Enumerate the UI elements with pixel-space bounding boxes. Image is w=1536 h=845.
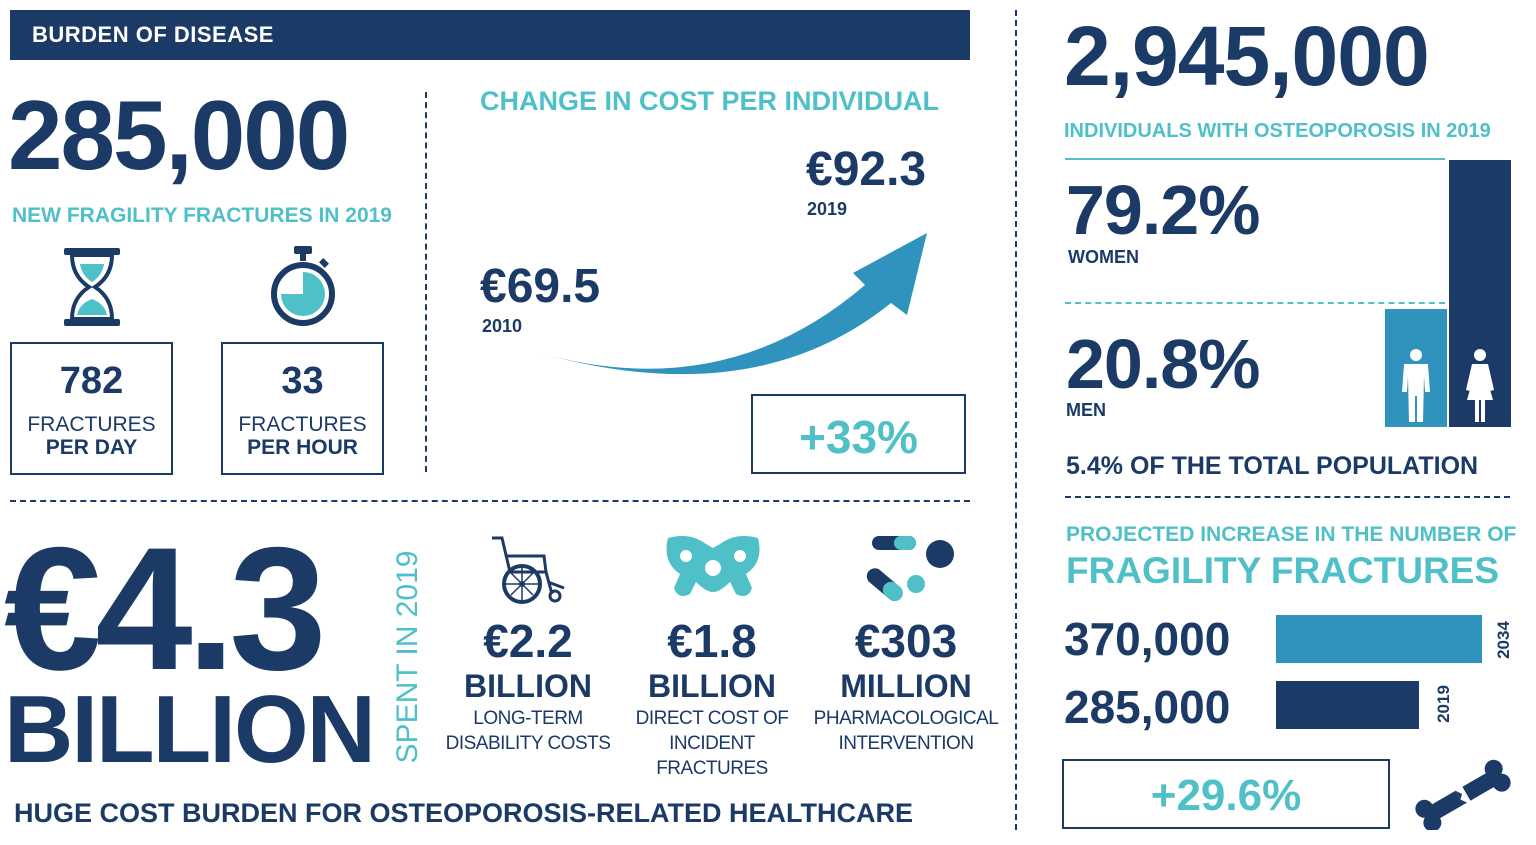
fractures-value: 285,000 <box>8 80 350 190</box>
spending-value: €4.3 <box>4 512 327 707</box>
spending-item-3: €303 MILLION PHARMACOLOGICAL INTERVENTIO… <box>808 616 1004 756</box>
spending-item-2-desc1: DIRECT COST OF <box>635 708 789 729</box>
cost-change-box: +33% <box>751 394 966 474</box>
spending-item-3-unit: MILLION <box>840 668 972 704</box>
men-pct: 20.8% <box>1066 325 1260 403</box>
men-label: MEN <box>1066 400 1106 420</box>
spending-item-3-desc2: INTERVENTION <box>838 733 974 754</box>
projection-year-2034: 2034 <box>1494 621 1513 659</box>
per-day-line1: FRACTURES <box>27 413 156 436</box>
population-pct: 5.4% <box>1066 452 1123 480</box>
divider-horizontal-1 <box>10 500 970 502</box>
projection-change-box: +29.6% <box>1062 759 1390 829</box>
spending-item-2-unit: BILLION <box>648 668 776 704</box>
start-year: 2010 <box>482 316 523 336</box>
divider-horizontal-3 <box>1065 496 1510 498</box>
population-line: 5.4% OF THE TOTAL POPULATION <box>1066 452 1478 481</box>
spending-item-2: €1.8 BILLION DIRECT COST OF INCIDENT FRA… <box>622 616 802 781</box>
projection-title-1: PROJECTED INCREASE IN THE NUMBER OF <box>1066 523 1517 546</box>
projection-bar-2034 <box>1276 615 1482 663</box>
spending-item-1: €2.2 BILLION LONG-TERM DISABILITY COSTS <box>440 616 616 756</box>
spending-side-label: SPENT IN 2019 <box>391 550 424 764</box>
spending-item-1-desc1: LONG-TERM <box>473 708 583 729</box>
projection-bar-2019 <box>1276 681 1419 729</box>
fractures-label: NEW FRAGILITY FRACTURES IN 2019 <box>12 204 392 227</box>
cost-change-title: CHANGE IN COST PER INDIVIDUAL <box>480 86 940 116</box>
pills-icon <box>866 536 954 601</box>
projection-title-2: FRAGILITY FRACTURES <box>1066 550 1500 591</box>
spending-item-2-desc2: INCIDENT <box>669 733 755 754</box>
hourglass-icon <box>64 248 120 326</box>
projection-row-2-value: 285,000 <box>1064 681 1231 733</box>
per-day-value: 782 <box>59 360 124 402</box>
header-bar <box>10 10 970 60</box>
per-hour-value: 33 <box>281 360 324 402</box>
spending-item-1-value: €2.2 <box>483 615 573 667</box>
population-text: OF THE TOTAL POPULATION <box>1129 452 1479 480</box>
cost-change-pct: +33% <box>799 411 918 463</box>
increase-arrow <box>540 233 927 375</box>
end-year: 2019 <box>807 199 848 219</box>
female-icon <box>1466 349 1494 422</box>
spending-item-3-value: €303 <box>854 615 958 667</box>
pelvis-icon <box>666 536 760 596</box>
divider-line <box>1065 158 1445 160</box>
spending-item-2-value: €1.8 <box>667 615 757 667</box>
end-value: €92.3 <box>806 143 927 196</box>
divider-vertical-1 <box>425 92 427 472</box>
per-hour-box: 33 FRACTURES PER HOUR <box>221 342 384 475</box>
stopwatch-icon <box>271 246 335 326</box>
male-icon <box>1402 349 1430 422</box>
projection-year-2019: 2019 <box>1434 685 1453 723</box>
projection-change-pct: +29.6% <box>1150 771 1302 820</box>
divider-horizontal-2 <box>1065 302 1445 304</box>
divider-vertical-2 <box>1015 10 1017 830</box>
spending-unit: BILLION <box>4 676 376 783</box>
projection-row-1-value: 370,000 <box>1064 613 1231 665</box>
women-label: WOMEN <box>1068 247 1139 267</box>
spending-item-2-desc3: FRACTURES <box>656 758 768 779</box>
start-value: €69.5 <box>480 260 601 313</box>
spending-item-1-desc2: DISABILITY COSTS <box>445 733 611 754</box>
spending-item-1-unit: BILLION <box>464 668 592 704</box>
spending-item-3-desc1: PHARMACOLOGICAL <box>813 708 999 729</box>
wheelchair-icon <box>492 536 565 604</box>
per-day-box: 782 FRACTURES PER DAY <box>10 342 173 475</box>
osteoporosis-value: 2,945,000 <box>1064 9 1430 103</box>
page-title: BURDEN OF DISEASE <box>32 22 274 47</box>
per-hour-line2: PER HOUR <box>247 436 358 459</box>
osteoporosis-label: INDIVIDUALS WITH OSTEOPOROSIS IN 2019 <box>1064 120 1491 142</box>
broken-bone-icon <box>1415 759 1511 830</box>
women-pct: 79.2% <box>1066 171 1260 249</box>
spending-footer: HUGE COST BURDEN FOR OSTEOPOROSIS-RELATE… <box>14 798 914 828</box>
per-day-line2: PER DAY <box>45 436 138 459</box>
per-hour-line1: FRACTURES <box>238 413 367 436</box>
